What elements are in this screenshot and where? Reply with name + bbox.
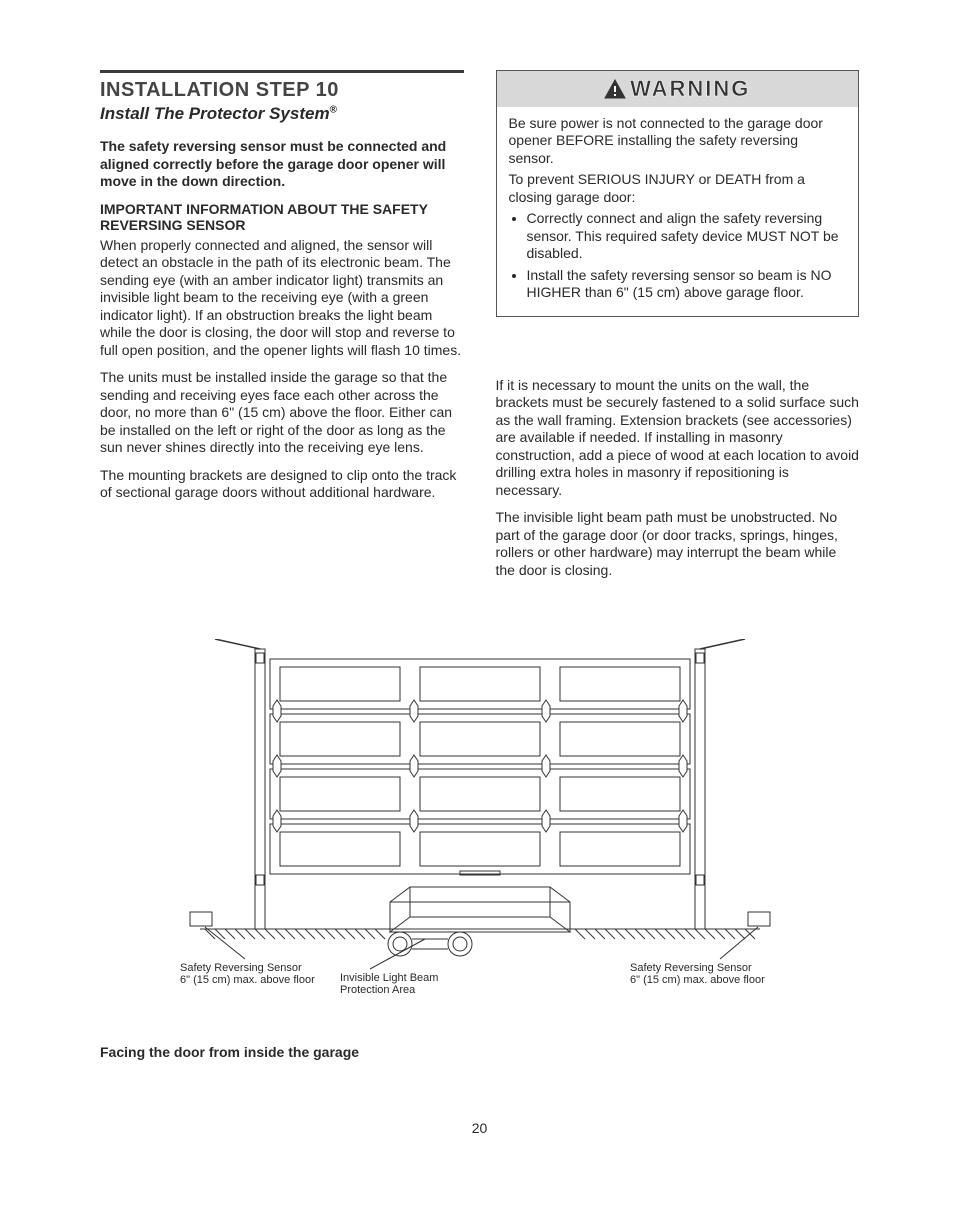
warning-intro: Be sure power is not connected to the ga… xyxy=(509,115,847,168)
warning-heading: WARNING xyxy=(497,71,859,107)
left-column: INSTALLATION STEP 10 Install The Protect… xyxy=(100,70,464,589)
right-column: WARNING Be sure power is not connected t… xyxy=(496,70,860,589)
warning-title: WARNING xyxy=(630,76,750,101)
diagram-label-right-2: 6" (15 cm) max. above floor xyxy=(630,974,765,986)
warning-bullet: Correctly connect and align the safety r… xyxy=(527,210,847,263)
subtitle-text: Install The Protector System xyxy=(100,104,330,123)
two-column-layout: INSTALLATION STEP 10 Install The Protect… xyxy=(100,70,859,589)
left-p2: The units must be installed inside the g… xyxy=(100,369,464,457)
left-p3: The mounting brackets are designed to cl… xyxy=(100,467,464,502)
diagram-label-mid-1: Invisible Light Beam xyxy=(340,972,438,984)
warning-bullet: Install the safety reversing sensor so b… xyxy=(527,267,847,302)
diagram-caption: Facing the door from inside the garage xyxy=(100,1044,859,1060)
step-title: INSTALLATION STEP 10 xyxy=(100,79,464,102)
warning-box: WARNING Be sure power is not connected t… xyxy=(496,70,860,317)
registered-mark: ® xyxy=(330,104,337,115)
diagram-label-left-1: Safety Reversing Sensor xyxy=(180,962,302,974)
intro-paragraph: The safety reversing sensor must be conn… xyxy=(100,138,464,191)
page-number: 20 xyxy=(100,1120,859,1136)
garage-door-diagram: Safety Reversing Sensor 6" (15 cm) max. … xyxy=(160,639,800,1014)
heading-rule xyxy=(100,70,464,73)
diagram-label-left-2: 6" (15 cm) max. above floor xyxy=(180,974,315,986)
diagram-svg: Safety Reversing Sensor 6" (15 cm) max. … xyxy=(160,639,800,1009)
step-subtitle: Install The Protector System® xyxy=(100,104,464,124)
warning-bullets: Correctly connect and align the safety r… xyxy=(509,210,847,302)
diagram-label-right-1: Safety Reversing Sensor xyxy=(630,962,752,974)
section-heading: IMPORTANT INFORMATION ABOUT THE SAFETY R… xyxy=(100,201,464,233)
warning-lead: To prevent SERIOUS INJURY or DEATH from … xyxy=(509,171,847,206)
right-p2: The invisible light beam path must be un… xyxy=(496,509,860,579)
diagram-label-mid-2: Protection Area xyxy=(340,984,416,996)
page: INSTALLATION STEP 10 Install The Protect… xyxy=(0,0,954,1190)
warning-triangle-icon xyxy=(604,79,626,99)
right-p1: If it is necessary to mount the units on… xyxy=(496,377,860,500)
left-p1: When properly connected and aligned, the… xyxy=(100,237,464,360)
right-lower-text: If it is necessary to mount the units on… xyxy=(496,377,860,580)
